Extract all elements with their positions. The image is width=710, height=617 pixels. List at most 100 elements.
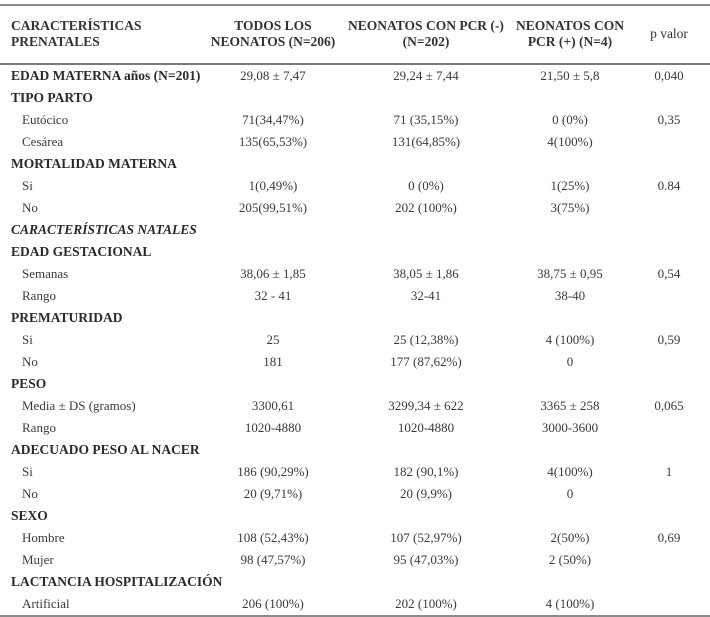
row-label: Si (22, 178, 33, 193)
cell-all-neonates (206, 439, 340, 461)
table-row: CARACTERÍSTICAS NATALES (0, 219, 710, 241)
header-p-value: p valor (628, 6, 710, 65)
cell-p-value (628, 439, 710, 461)
cell-pcr-negative: 1020-4880 (397, 420, 455, 435)
cell-all-neonates: 32 - 41 (254, 288, 292, 303)
cell-all-neonates: 29,08 ± 7,47 (240, 68, 306, 83)
cell-pcr-positive: 4(100%) (547, 134, 593, 149)
row-label: No (22, 200, 38, 215)
cell-all-neonates: 1020-4880 (244, 420, 302, 435)
table-top-rule (0, 4, 710, 6)
cell-p-value (628, 483, 710, 505)
cell-all-neonates (206, 373, 340, 395)
table-row: Rango 32 - 41 32-41 38-40 (0, 285, 710, 307)
cell-all-neonates: 25 (266, 332, 280, 347)
cell-p-value (628, 593, 710, 617)
cell-p-value (628, 351, 710, 373)
cell-pcr-negative (340, 219, 512, 241)
cell-all-neonates: 108 (52,43%) (237, 530, 309, 545)
cell-p-value: 0,69 (657, 530, 681, 545)
cell-pcr-positive (512, 219, 628, 241)
table-row: Mujer 98 (47,57%) 95 (47,03%) 2 (50%) (0, 549, 710, 571)
cell-p-value (628, 285, 710, 307)
cell-pcr-positive: 4(100%) (547, 464, 593, 479)
cell-pcr-positive: 21,50 ± 5,8 (540, 68, 600, 83)
cell-pcr-negative: 202 (100%) (395, 200, 457, 215)
row-label: Rango (22, 288, 56, 303)
row-label: MORTALIDAD MATERNA (11, 156, 177, 171)
table-row: Eutócico 71(34,47%) 71 (35,15%) 0 (0%) 0,35 (0, 109, 710, 131)
cell-pcr-positive: 3(75%) (550, 200, 590, 215)
cell-all-neonates: 98 (47,57%) (240, 552, 306, 567)
table-row: Semanas 38,06 ± 1,85 38,05 ± 1,86 38,75 ± 0… (0, 263, 710, 285)
cell-all-neonates: 206 (100%) (206, 593, 340, 617)
row-label: EDAD GESTACIONAL (11, 244, 152, 259)
row-label: Si (22, 464, 33, 479)
cell-p-value (628, 571, 710, 593)
cell-pcr-negative: 177 (87,62%) (390, 354, 462, 369)
cell-pcr-negative (340, 87, 512, 109)
cell-pcr-negative: 107 (52,97%) (390, 530, 462, 545)
cell-p-value: 1 (665, 464, 673, 479)
row-label: ADECUADO PESO AL NACER (11, 442, 200, 457)
cell-pcr-negative: 38,05 ± 1,86 (393, 266, 459, 281)
table-body: EDAD MATERNA años (N=201) 29,08 ± 7,47 29,… (0, 64, 710, 617)
table-row: Rango 1020-4880 1020-4880 3000-3600 (0, 417, 710, 439)
cell-pcr-positive: 1(25%) (550, 178, 590, 193)
cell-pcr-negative: 20 (9,9%) (400, 486, 452, 501)
prenatal-natal-characteristics-table: CARACTERÍSTICAS PRENATALES TODOS LOS NEO… (0, 6, 710, 617)
row-label: Hombre (22, 530, 65, 545)
cell-all-neonates (206, 571, 340, 593)
cell-pcr-positive: 3365 ± 258 (540, 398, 600, 413)
header-characteristics: CARACTERÍSTICAS PRENATALES (0, 6, 206, 65)
cell-pcr-positive (512, 439, 628, 461)
row-label: LACTANCIA HOSPITALIZACIÓN (11, 574, 223, 589)
row-label: PREMATURIDAD (11, 310, 123, 325)
cell-pcr-negative: 0 (0%) (408, 178, 444, 193)
table-row: Artificial 206 (100%) 202 (100%) 4 (100%) (0, 593, 710, 617)
cell-pcr-positive: 2 (50%) (548, 552, 592, 567)
row-label: CARACTERÍSTICAS NATALES (11, 222, 197, 237)
row-label: Si (22, 332, 33, 347)
cell-pcr-negative (340, 307, 512, 329)
cell-pcr-positive (512, 153, 628, 175)
cell-pcr-negative: 182 (90,1%) (393, 464, 459, 479)
cell-all-neonates (206, 307, 340, 329)
cell-all-neonates: 71(34,47%) (242, 112, 304, 127)
table-row: PESO (0, 373, 710, 395)
cell-pcr-positive: 0 (566, 486, 574, 501)
cell-pcr-positive: 38-40 (554, 288, 586, 303)
cell-p-value: 0,59 (657, 332, 681, 347)
cell-pcr-negative: 29,24 ± 7,44 (393, 68, 459, 83)
cell-p-value: 0,54 (657, 266, 681, 281)
cell-pcr-positive (512, 373, 628, 395)
row-label: Mujer (22, 552, 54, 567)
cell-all-neonates (206, 153, 340, 175)
cell-p-value: 0,065 (654, 398, 684, 413)
table-row: No 181 177 (87,62%) 0 (0, 351, 710, 373)
cell-pcr-negative (340, 439, 512, 461)
row-label: No (22, 486, 38, 501)
cell-p-value (628, 241, 710, 263)
table-row: Media ± DS (gramos) 3300,61 3299,34 ± 622 3… (0, 395, 710, 417)
cell-p-value (628, 373, 710, 395)
cell-pcr-positive: 0 (0%) (552, 112, 588, 127)
table-row: No 205(99,51%) 202 (100%) 3(75%) (0, 197, 710, 219)
cell-pcr-negative: 32-41 (410, 288, 442, 303)
table-header-row: CARACTERÍSTICAS PRENATALES TODOS LOS NEO… (0, 6, 710, 65)
cell-pcr-positive: 3000-3600 (541, 420, 599, 435)
cell-pcr-negative: 71 (35,15%) (393, 112, 459, 127)
cell-p-value: 0.84 (657, 178, 681, 193)
row-label: Eutócico (22, 112, 69, 127)
cell-pcr-positive (512, 241, 628, 263)
table-row: Si 1(0,49%) 0 (0%) 1(25%) 0.84 (0, 175, 710, 197)
cell-pcr-negative: 25 (12,38%) (393, 332, 459, 347)
cell-all-neonates: 1(0,49%) (248, 178, 298, 193)
cell-pcr-negative: 95 (47,03%) (393, 552, 459, 567)
table-row: Si 186 (90,29%) 182 (90,1%) 4(100%) 1 (0, 461, 710, 483)
cell-pcr-positive (512, 87, 628, 109)
cell-all-neonates (206, 219, 340, 241)
cell-all-neonates: 3300,61 (251, 398, 295, 413)
cell-pcr-positive: 4 (100%) (512, 593, 628, 617)
header-all-neonates: TODOS LOS NEONATOS (N=206) (206, 6, 340, 65)
